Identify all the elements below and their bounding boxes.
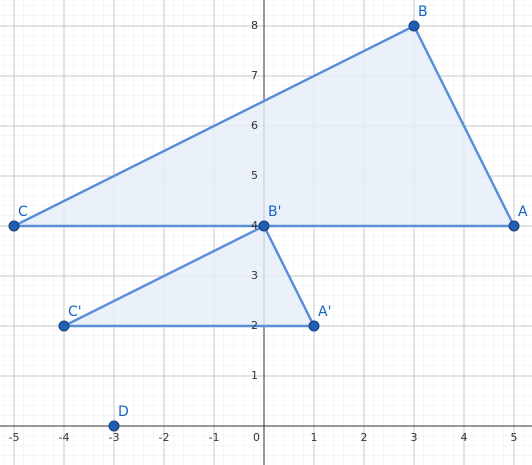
point-label: C [18, 204, 28, 220]
x-tick-label: -5 [9, 431, 20, 444]
x-tick-label: -2 [159, 431, 170, 444]
point-label: A' [318, 304, 331, 320]
y-tick-label: 1 [251, 369, 258, 382]
y-tick-label: 3 [251, 269, 258, 282]
x-tick-label: 2 [361, 431, 368, 444]
x-tick-label: -3 [109, 431, 120, 444]
x-tick-label: -4 [59, 431, 70, 444]
point [308, 320, 320, 332]
y-tick-label: 8 [251, 19, 258, 32]
point-label: A [518, 204, 528, 220]
point [258, 220, 270, 232]
triangle [62, 224, 316, 328]
x-tick-label: 1 [311, 431, 318, 444]
x-tick-label: 0 [253, 431, 260, 444]
point [58, 320, 70, 332]
x-tick-label: 3 [411, 431, 418, 444]
y-tick-label: 7 [251, 69, 258, 82]
point-label: C' [68, 304, 82, 320]
y-tick-label: 5 [251, 169, 258, 182]
point [408, 20, 420, 32]
y-tick-label: 4 [251, 219, 258, 232]
y-tick-label: 6 [251, 119, 258, 132]
point-label: D [118, 404, 129, 420]
point [508, 220, 520, 232]
x-tick-label: 5 [511, 431, 518, 444]
point-label: B [418, 4, 428, 20]
x-tick-label: 4 [461, 431, 468, 444]
point [8, 220, 20, 232]
y-tick-label: 2 [251, 319, 258, 332]
x-tick-label: -1 [209, 431, 220, 444]
point [108, 420, 120, 432]
point-label: B' [268, 204, 281, 220]
